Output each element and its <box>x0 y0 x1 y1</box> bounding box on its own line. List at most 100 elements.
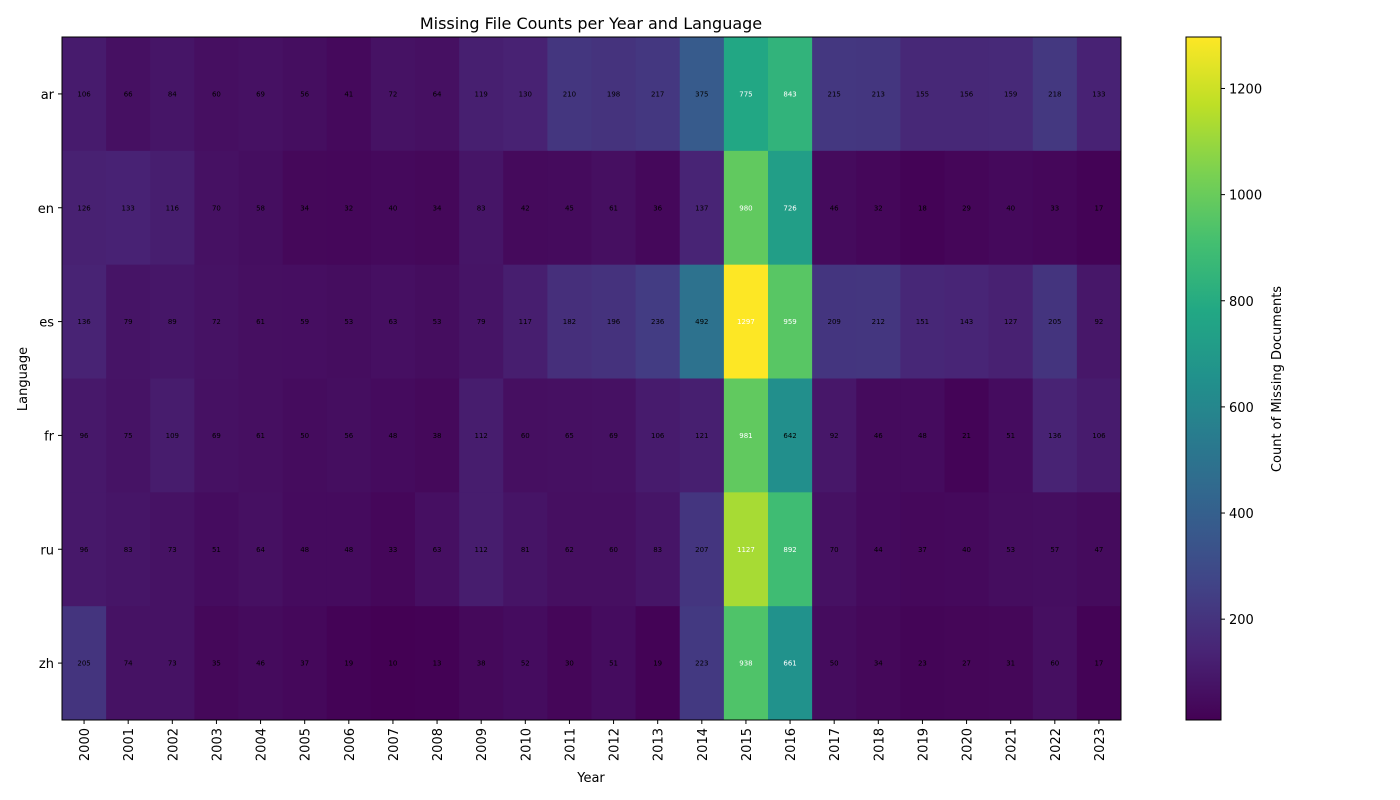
heatmap-cell <box>459 492 504 607</box>
x-tick-label: 2018 <box>872 728 887 761</box>
heatmap-cell <box>547 606 592 721</box>
colorbar-tick-label: 200 <box>1229 613 1254 628</box>
heatmap-cell <box>591 378 637 493</box>
heatmap-cell <box>1076 492 1122 607</box>
heatmap-cell <box>150 150 195 266</box>
cell-value-label: 38 <box>433 432 442 440</box>
cell-value-label: 775 <box>739 90 752 98</box>
x-tick-label: 2021 <box>1005 728 1020 761</box>
cell-value-label: 217 <box>651 90 664 98</box>
cell-value-label: 133 <box>122 204 135 212</box>
cell-value-label: 198 <box>607 90 620 98</box>
cell-value-label: 127 <box>1004 318 1017 326</box>
x-tick-label: 2004 <box>255 728 270 761</box>
cell-value-label: 61 <box>609 204 618 212</box>
cell-value-label: 959 <box>783 318 796 326</box>
heatmap-cell <box>988 150 1034 266</box>
heatmap-cell <box>547 150 592 266</box>
heatmap-cell <box>415 492 460 607</box>
cell-value-label: 34 <box>433 204 442 212</box>
heatmap-cell <box>370 492 416 607</box>
cell-value-label: 196 <box>607 318 621 326</box>
cell-value-label: 48 <box>388 432 397 440</box>
cell-value-label: 375 <box>695 90 708 98</box>
cell-value-label: 33 <box>1050 204 1059 212</box>
heatmap-cell <box>723 37 769 152</box>
heatmap-cell <box>635 492 681 607</box>
heatmap-cell <box>812 37 857 152</box>
heatmap-cell <box>370 378 416 493</box>
heatmap-cell <box>194 606 239 721</box>
cell-value-label: 205 <box>77 660 90 668</box>
heatmap-cell <box>723 378 769 493</box>
heatmap-cell <box>856 492 901 607</box>
cell-value-label: 74 <box>124 660 133 668</box>
heatmap-cell <box>944 37 990 152</box>
x-axis-ticks: 2000 2001 2002 2003 2004 2005 2006 2007 2008 2009… <box>78 720 1108 761</box>
plot-frame <box>61 36 1122 721</box>
cell-value-label: 81 <box>521 546 530 554</box>
heatmap-cell <box>1076 264 1122 379</box>
cell-value-label: 96 <box>80 432 89 440</box>
cell-value-label: 642 <box>783 432 796 440</box>
cell-value-label: 52 <box>521 660 530 668</box>
heatmap-cell <box>62 492 107 607</box>
cell-value-label: 61 <box>256 432 265 440</box>
heatmap-cell <box>723 606 769 721</box>
cell-value-label: 53 <box>433 318 442 326</box>
heatmap-cell <box>988 264 1034 379</box>
heatmap-cell <box>503 264 548 379</box>
cell-value-label: 31 <box>1006 660 1015 668</box>
heatmap-cell <box>635 264 681 379</box>
cell-value-label: 155 <box>916 90 929 98</box>
cell-value-label: 79 <box>124 318 133 326</box>
cell-value-label: 92 <box>830 432 839 440</box>
heatmap-cell <box>415 606 460 721</box>
cell-value-label: 72 <box>212 318 221 326</box>
heatmap-cell <box>723 150 769 266</box>
cell-value-label: 53 <box>1006 546 1015 554</box>
cell-value-label: 159 <box>1004 90 1017 98</box>
cell-value-label: 29 <box>962 204 971 212</box>
y-axis-label: Language <box>16 347 31 411</box>
heatmap-cell <box>106 492 151 607</box>
cell-value-label: 42 <box>521 204 530 212</box>
heatmap-cell <box>900 492 945 607</box>
heatmap-cell <box>1076 37 1122 152</box>
cell-value-label: 41 <box>344 90 353 98</box>
cell-value-label: 63 <box>433 546 442 554</box>
heatmap-cell <box>944 378 990 493</box>
cell-value-label: 143 <box>960 318 973 326</box>
cell-value-label: 59 <box>300 318 309 326</box>
cell-value-label: 48 <box>918 432 927 440</box>
cell-value-label: 109 <box>166 432 179 440</box>
cell-value-label: 892 <box>783 546 796 554</box>
heatmap-cell <box>370 37 416 152</box>
cell-value-label: 40 <box>388 204 397 212</box>
heatmap-cell <box>768 378 813 493</box>
x-tick-label: 2005 <box>299 728 314 761</box>
heatmap-cells: 106 66 84 60 69 56 41 72 64 119 130 210 198 217 375 775… <box>62 37 1122 721</box>
heatmap-cell <box>1032 264 1078 379</box>
cell-value-label: 661 <box>783 660 796 668</box>
y-tick-label: en <box>38 202 54 217</box>
heatmap-cell <box>326 150 372 266</box>
heatmap-cell <box>1032 150 1078 266</box>
cell-value-label: 207 <box>695 546 708 554</box>
y-tick-label: ar <box>41 88 55 103</box>
cell-value-label: 843 <box>783 90 796 98</box>
x-tick-label: 2013 <box>652 728 667 761</box>
cell-value-label: 209 <box>828 318 841 326</box>
y-tick-label: zh <box>39 657 54 672</box>
x-tick-label: 2020 <box>961 728 976 761</box>
heatmap-cell <box>1076 606 1122 721</box>
heatmap-cell <box>1032 378 1078 493</box>
colorbar-ticks: 200 400 600 800 1000 1200 <box>1221 82 1262 628</box>
heatmap-cell <box>238 606 284 721</box>
heatmap-cell <box>503 37 548 152</box>
heatmap-cell <box>238 378 284 493</box>
cell-value-label: 64 <box>256 546 265 554</box>
heatmap-cell <box>547 378 592 493</box>
heatmap-cell <box>591 264 637 379</box>
